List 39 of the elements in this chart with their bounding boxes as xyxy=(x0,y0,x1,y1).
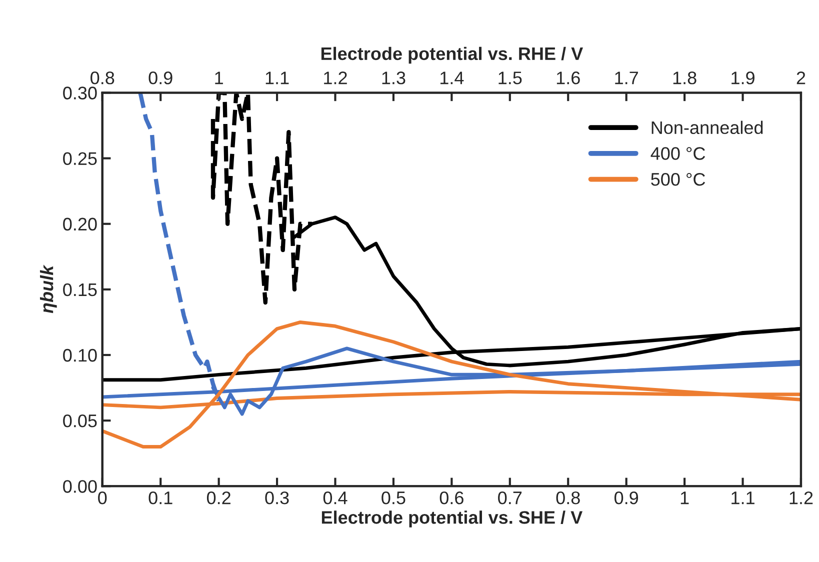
y-tick-label: 0.20 xyxy=(63,218,97,231)
x2-tick-label: 0.9 xyxy=(148,72,172,84)
x2-tick-label: 1.2 xyxy=(324,72,347,84)
y-tick-label: 0.00 xyxy=(63,480,97,493)
x2-tick-label: 1.5 xyxy=(498,72,522,84)
x-tick-label: 0.3 xyxy=(265,491,289,504)
y-tick-label: 0.05 xyxy=(63,414,97,428)
x-tick-label: 1.1 xyxy=(732,492,754,504)
x2-tick-label: 1.7 xyxy=(615,72,638,84)
y-tick-label: 0.10 xyxy=(63,348,97,362)
x2-tick-label: 1.4 xyxy=(440,72,464,84)
x2-axis-title: Electrode potential vs. RHE / V xyxy=(321,46,583,64)
x-tick-label: 0.6 xyxy=(440,491,464,504)
y-axis-title: ηbulk xyxy=(40,264,57,314)
y-tick-label: 0.25 xyxy=(63,152,97,166)
x2-tick-label: 1.1 xyxy=(266,72,289,84)
x2-tick-label: 1 xyxy=(215,72,223,84)
x2-tick-label: 1.8 xyxy=(673,72,696,84)
x-tick-label: 1.2 xyxy=(790,491,813,504)
x-tick-label: 0 xyxy=(98,491,107,504)
x-tick-label: 0.7 xyxy=(498,491,522,504)
y-tick-label: 0.15 xyxy=(63,283,97,296)
x2-tick-label: 2 xyxy=(796,72,806,84)
legend-label: 400 °C xyxy=(650,147,706,160)
x-tick-label: 0.5 xyxy=(382,491,406,504)
x-tick-label: 1 xyxy=(680,492,689,504)
x-tick-label: 0.2 xyxy=(206,491,230,504)
x-tick-label: 0.4 xyxy=(323,491,348,504)
legend-label: Non-annealed xyxy=(652,120,763,134)
legend-label: 500 °C xyxy=(651,172,706,186)
y-tick-label: 0.30 xyxy=(63,86,97,100)
x2-tick-label: 0.8 xyxy=(90,72,114,84)
x-tick-label: 0.8 xyxy=(556,491,580,504)
x-tick-label: 0.9 xyxy=(614,491,638,504)
x-tick-label: 0.1 xyxy=(148,491,172,504)
x-axis-title: Electrode potential vs. SHE / V xyxy=(322,510,582,528)
x2-tick-label: 1.3 xyxy=(382,72,406,84)
x2-tick-label: 1.6 xyxy=(556,72,580,84)
x2-tick-label: 1.9 xyxy=(732,72,754,84)
